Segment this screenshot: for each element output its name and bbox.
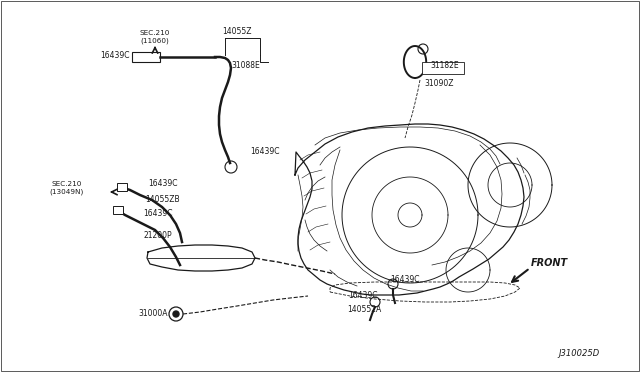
Text: 16439C: 16439C xyxy=(100,51,129,60)
Text: 16439C: 16439C xyxy=(148,180,177,189)
Text: 16439C: 16439C xyxy=(250,148,280,157)
Text: 14055Z: 14055Z xyxy=(222,28,252,36)
Text: SEC.210
(11060): SEC.210 (11060) xyxy=(140,30,170,44)
Text: J310025D: J310025D xyxy=(559,349,600,358)
Bar xyxy=(113,206,123,214)
Bar xyxy=(117,183,127,191)
Text: 31090Z: 31090Z xyxy=(424,78,454,87)
Bar xyxy=(422,62,464,74)
Text: 14055ZB: 14055ZB xyxy=(145,195,180,203)
Polygon shape xyxy=(147,245,255,271)
Text: 31182E: 31182E xyxy=(430,61,459,70)
Bar xyxy=(132,52,160,62)
Text: 16439C: 16439C xyxy=(390,275,419,283)
Circle shape xyxy=(173,311,179,317)
Text: 31000A: 31000A xyxy=(138,308,168,317)
Text: 16439C: 16439C xyxy=(348,291,378,299)
Text: 31088E: 31088E xyxy=(231,61,260,71)
Polygon shape xyxy=(295,124,524,295)
Text: 16439C: 16439C xyxy=(143,208,173,218)
Text: SEC.210
(13049N): SEC.210 (13049N) xyxy=(50,181,84,195)
Polygon shape xyxy=(330,282,520,302)
Text: FRONT: FRONT xyxy=(531,258,568,268)
Text: 21200P: 21200P xyxy=(143,231,172,241)
Text: 140552A: 140552A xyxy=(347,305,381,314)
